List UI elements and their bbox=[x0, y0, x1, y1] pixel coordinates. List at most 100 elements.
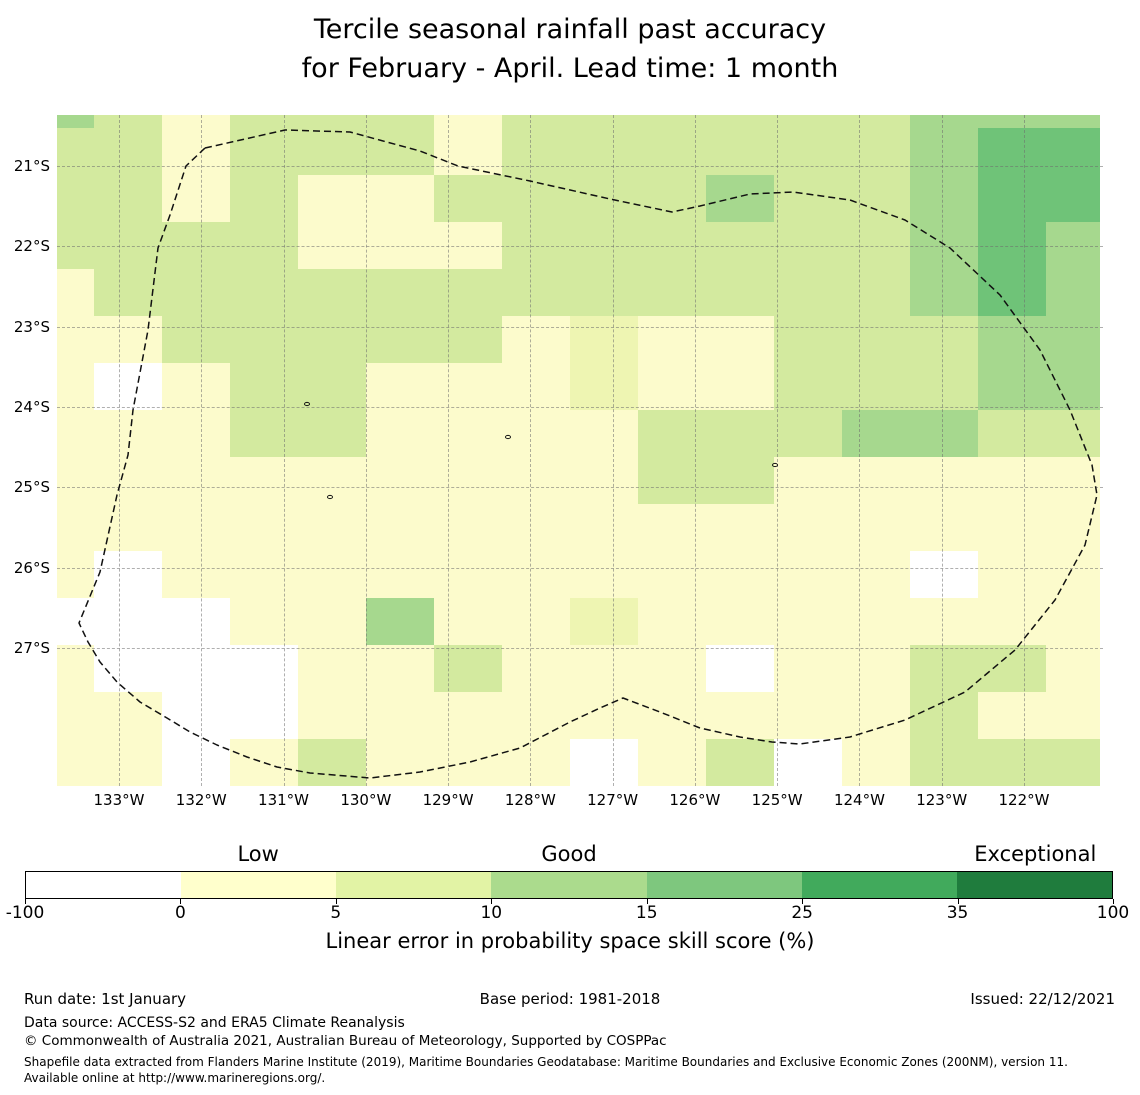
map-cell bbox=[434, 457, 502, 504]
map-cell bbox=[842, 551, 910, 598]
map-cell bbox=[94, 222, 162, 269]
map-cell bbox=[366, 175, 434, 222]
map-cell bbox=[842, 457, 910, 504]
map-cell bbox=[230, 115, 298, 128]
data-source-label: Data source: ACCESS-S2 and ERA5 Climate … bbox=[24, 1015, 405, 1031]
map-cell bbox=[638, 692, 706, 739]
chart-title-line1: Tercile seasonal rainfall past accuracy bbox=[313, 14, 827, 45]
map-cell bbox=[1046, 115, 1100, 128]
colorbar-category-label: Low bbox=[237, 842, 279, 866]
map-cell bbox=[706, 598, 774, 645]
map-cell bbox=[842, 739, 910, 786]
run-date-label: Run date: 1st January bbox=[24, 990, 187, 1008]
map-cell bbox=[366, 457, 434, 504]
map-cell bbox=[706, 410, 774, 457]
map-cell bbox=[842, 363, 910, 410]
map-cell bbox=[298, 551, 366, 598]
map-row bbox=[57, 115, 1103, 128]
map-cell bbox=[910, 175, 978, 222]
map-cell bbox=[706, 457, 774, 504]
map-row bbox=[57, 363, 1103, 410]
map-cell bbox=[57, 457, 94, 504]
map-cell bbox=[774, 222, 842, 269]
map-cell bbox=[298, 269, 366, 316]
colorbar-tick-label: 10 bbox=[480, 903, 503, 923]
map-cell bbox=[1046, 551, 1100, 598]
islet-mark bbox=[304, 401, 310, 407]
map-cell bbox=[706, 115, 774, 128]
map-cell bbox=[502, 457, 570, 504]
map-cell bbox=[298, 316, 366, 363]
map-cell bbox=[162, 222, 230, 269]
map-cell bbox=[978, 410, 1046, 457]
map-cell bbox=[570, 363, 638, 410]
map-cell bbox=[366, 115, 434, 128]
map-cell bbox=[774, 316, 842, 363]
map-cell bbox=[978, 316, 1046, 363]
map-cell bbox=[434, 115, 502, 128]
map-cell bbox=[230, 222, 298, 269]
map-cell bbox=[298, 739, 366, 786]
map-cell bbox=[162, 739, 230, 786]
colorbar-category-label: Exceptional bbox=[974, 842, 1097, 866]
map-cell bbox=[434, 598, 502, 645]
map-cell bbox=[434, 222, 502, 269]
colorbar-tick-mark bbox=[491, 899, 493, 904]
map-cell bbox=[1046, 739, 1100, 786]
map-cell bbox=[638, 410, 706, 457]
map-cell bbox=[978, 692, 1046, 739]
map-cell bbox=[162, 410, 230, 457]
map-cell bbox=[570, 222, 638, 269]
map-cell bbox=[978, 128, 1046, 175]
map-cell bbox=[774, 175, 842, 222]
map-cell bbox=[842, 598, 910, 645]
map-cell bbox=[162, 551, 230, 598]
x-tick-label: 128°W bbox=[504, 791, 556, 809]
map-cell bbox=[1046, 175, 1100, 222]
y-tick-label: 23°S bbox=[13, 317, 50, 336]
map-cell bbox=[57, 175, 94, 222]
map-cell bbox=[842, 692, 910, 739]
map-cell bbox=[1046, 598, 1100, 645]
map-cell bbox=[434, 645, 502, 692]
eez-boundary-overlay bbox=[78, 129, 1098, 779]
map-row bbox=[57, 316, 1103, 363]
map-cell bbox=[910, 645, 978, 692]
map-cell bbox=[434, 128, 502, 175]
map-cell bbox=[230, 457, 298, 504]
map-cell bbox=[638, 739, 706, 786]
x-tick-label: 122°W bbox=[998, 791, 1050, 809]
map-cell bbox=[570, 316, 638, 363]
map-cell bbox=[298, 504, 366, 551]
map-cell bbox=[366, 410, 434, 457]
map-cell bbox=[910, 410, 978, 457]
map-cell bbox=[638, 269, 706, 316]
map-row bbox=[57, 504, 1103, 551]
colorbar-tick-label: 5 bbox=[330, 903, 342, 923]
map-cell bbox=[57, 645, 94, 692]
map-cell bbox=[774, 128, 842, 175]
map-cell bbox=[230, 410, 298, 457]
map-cell bbox=[978, 504, 1046, 551]
colorbar-tick-mark bbox=[180, 899, 182, 904]
map-cell bbox=[230, 598, 298, 645]
map-cell bbox=[638, 222, 706, 269]
map-cell bbox=[570, 551, 638, 598]
map-cell bbox=[1046, 222, 1100, 269]
map-cell bbox=[230, 551, 298, 598]
map-cell bbox=[842, 222, 910, 269]
colorbar-tick-label: 25 bbox=[791, 903, 813, 923]
map-cell bbox=[842, 175, 910, 222]
map-cell bbox=[978, 551, 1046, 598]
map-cell bbox=[978, 363, 1046, 410]
map-cell bbox=[774, 269, 842, 316]
map-cell bbox=[57, 115, 94, 128]
map-cell bbox=[502, 269, 570, 316]
map-cell bbox=[366, 692, 434, 739]
colorbar-tick-mark bbox=[957, 899, 959, 904]
map-cell bbox=[94, 115, 162, 128]
map-cell bbox=[230, 269, 298, 316]
map-cell bbox=[978, 222, 1046, 269]
x-tick-label: 133°W bbox=[93, 791, 145, 809]
map-cell bbox=[1046, 457, 1100, 504]
